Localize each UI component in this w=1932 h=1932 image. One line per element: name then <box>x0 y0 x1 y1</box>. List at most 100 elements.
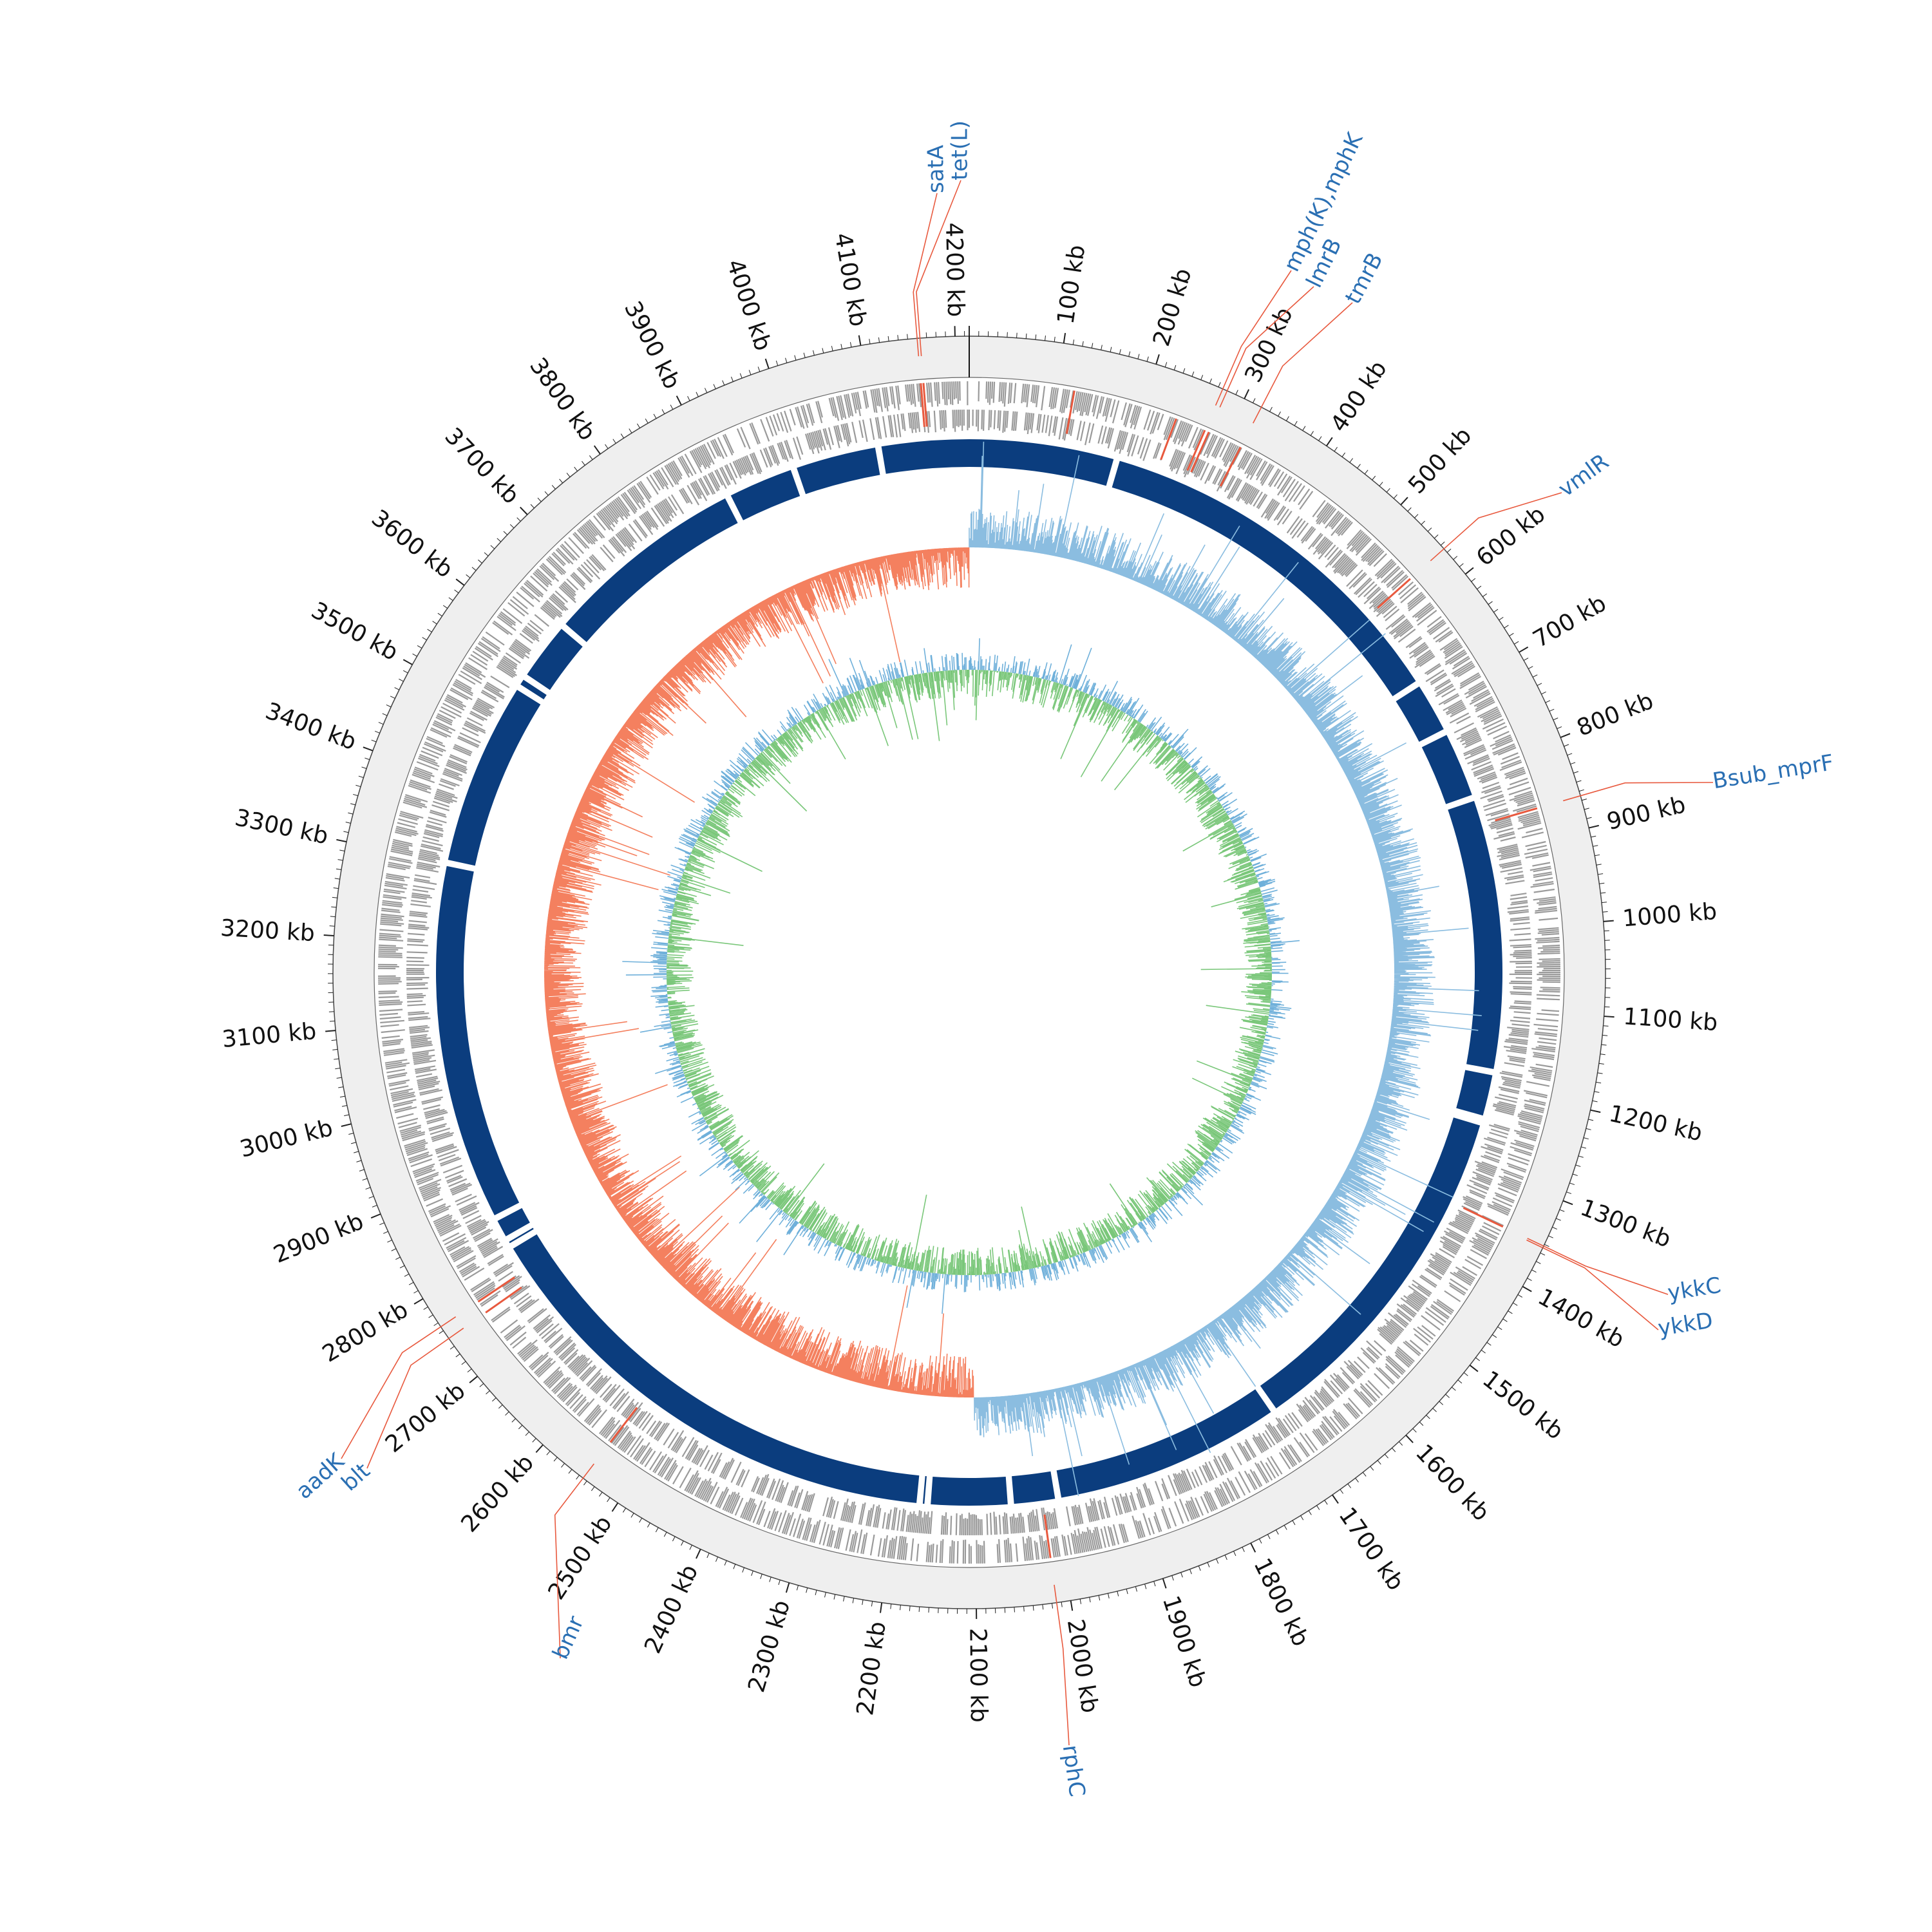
minor-tick <box>1117 1591 1119 1596</box>
minor-tick <box>467 1368 472 1372</box>
minor-tick <box>907 334 908 339</box>
minor-tick <box>335 1068 341 1070</box>
minor-tick <box>1536 1261 1541 1264</box>
minor-tick <box>1198 1566 1201 1571</box>
minor-tick <box>918 1606 920 1612</box>
minor-tick <box>760 1573 762 1579</box>
annotation-leader-line <box>341 1316 457 1459</box>
annotation-label: vmlR <box>1553 449 1613 502</box>
minor-tick <box>1523 658 1529 661</box>
minor-tick <box>1528 666 1533 669</box>
minor-tick <box>1098 1595 1101 1601</box>
minor-tick <box>332 1048 338 1050</box>
minor-tick <box>395 1256 401 1260</box>
minor-tick <box>1384 1454 1388 1459</box>
major-tick <box>1155 354 1160 365</box>
backbone-segment <box>1421 735 1472 804</box>
minor-tick <box>925 332 927 338</box>
minor-tick <box>1189 1569 1192 1575</box>
minor-tick <box>391 1248 397 1251</box>
minor-tick <box>382 713 388 716</box>
minor-tick <box>1347 1483 1352 1488</box>
minor-tick <box>338 1086 344 1088</box>
minor-tick <box>497 538 502 542</box>
minor-tick <box>1499 616 1504 621</box>
tick-label: 700 kb <box>1529 590 1611 653</box>
minor-tick <box>509 524 515 529</box>
minor-tick <box>655 1527 659 1533</box>
minor-tick <box>1540 1253 1546 1256</box>
tick-label: 2400 kb <box>639 1560 703 1657</box>
major-tick <box>880 1602 883 1613</box>
annotation-label: bmr <box>547 1612 589 1663</box>
minor-tick <box>1135 1586 1137 1592</box>
minor-tick <box>1110 346 1112 352</box>
minor-tick <box>1340 1489 1344 1494</box>
minor-tick <box>1453 556 1458 560</box>
minor-tick <box>371 739 377 743</box>
minor-tick <box>544 491 549 496</box>
minor-tick <box>1603 1025 1609 1027</box>
minor-tick <box>1191 371 1195 377</box>
minor-tick <box>331 1039 337 1041</box>
tick-label: 3200 kb <box>220 915 316 947</box>
major-tick <box>363 746 374 752</box>
minor-tick <box>390 696 395 699</box>
minor-tick <box>394 687 400 690</box>
minor-tick <box>1072 339 1075 345</box>
minor-tick <box>428 1314 433 1318</box>
minor-tick <box>378 722 384 725</box>
resistance-gene-marks <box>477 383 1538 1558</box>
tick-label: 2100 kb <box>964 1628 992 1723</box>
major-tick <box>336 838 347 843</box>
minor-tick <box>348 812 354 815</box>
tick-label: 1800 kb <box>1248 1554 1314 1651</box>
major-tick <box>1469 1365 1479 1372</box>
minor-tick <box>645 418 649 424</box>
minor-tick <box>359 1169 365 1171</box>
minor-tick <box>412 653 417 657</box>
backbone-segment <box>922 1476 927 1504</box>
minor-tick <box>339 849 345 852</box>
minor-tick <box>354 1151 359 1153</box>
minor-tick <box>341 1105 347 1107</box>
minor-tick <box>1316 1505 1320 1510</box>
minor-tick <box>1334 447 1338 452</box>
minor-tick <box>355 784 361 788</box>
minor-tick <box>1393 494 1397 499</box>
minor-tick <box>1493 609 1499 613</box>
minor-tick <box>1591 835 1596 838</box>
minor-tick <box>1146 356 1149 362</box>
minor-tick <box>794 355 797 361</box>
minor-tick <box>583 1481 587 1486</box>
annotation-leader-line <box>913 193 938 357</box>
backbone-segment <box>436 866 520 1216</box>
minor-tick <box>1016 332 1018 338</box>
minor-tick <box>1445 1394 1450 1398</box>
minor-tick <box>1372 475 1376 480</box>
minor-tick <box>733 1564 736 1569</box>
backbone-segment <box>931 1476 1008 1506</box>
minor-tick <box>840 344 843 350</box>
tick-label: 100 kb <box>1052 243 1090 327</box>
minor-tick <box>1101 345 1103 350</box>
minor-tick <box>404 1273 410 1277</box>
minor-tick <box>1061 1602 1063 1607</box>
tick-label: 3400 kb <box>262 698 360 756</box>
minor-tick <box>1544 1244 1549 1247</box>
minor-tick <box>1119 349 1121 355</box>
minor-tick <box>724 1560 727 1566</box>
minor-tick <box>417 645 422 649</box>
major-tick <box>1604 1016 1615 1018</box>
major-tick <box>1590 1109 1601 1113</box>
minor-tick <box>408 1282 414 1285</box>
minor-tick <box>1349 458 1353 463</box>
major-tick <box>696 1549 701 1559</box>
minor-tick <box>1552 1226 1557 1230</box>
minor-tick <box>437 612 442 617</box>
minor-tick <box>478 559 482 564</box>
minor-tick <box>1598 873 1604 875</box>
minor-tick <box>1463 1372 1468 1376</box>
tick-label: 1400 kb <box>1533 1283 1629 1353</box>
minor-tick <box>1564 744 1569 747</box>
